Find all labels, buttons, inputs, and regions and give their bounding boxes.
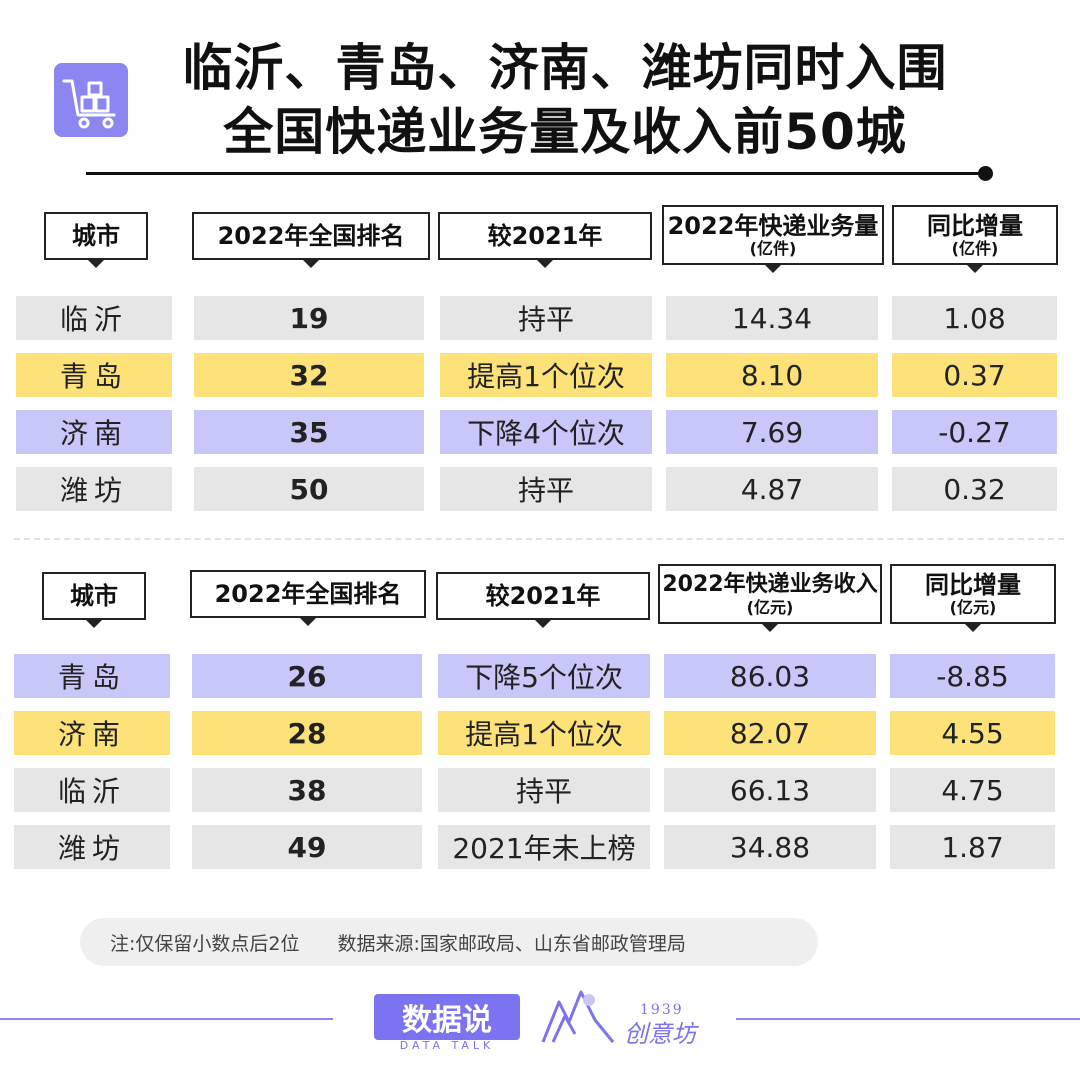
brand-name-chuangyifang: 创意坊 <box>624 1020 696 1048</box>
rank-cell: 35 <box>194 410 424 454</box>
delta-cell: -8.85 <box>890 654 1055 698</box>
rank-cell: 19 <box>194 296 424 340</box>
brand-subtitle: DATA TALK <box>399 1039 495 1052</box>
rank-cell: 50 <box>194 467 424 511</box>
logo-badge <box>54 63 128 137</box>
cart-icon <box>62 79 116 129</box>
down-arrow-icon <box>88 260 104 268</box>
brand-year: 1939 <box>640 1002 684 1018</box>
delta-cell: 1.87 <box>890 825 1055 869</box>
header-label: 2022年快递业务量 <box>667 212 879 240</box>
revenue-cell: 86.03 <box>664 654 876 698</box>
header-unit: (亿元) <box>949 598 997 617</box>
title-underline <box>86 172 986 175</box>
change-cell: 提高1个位次 <box>438 711 650 755</box>
delta-cell: 0.32 <box>892 467 1057 511</box>
rank-cell: 26 <box>192 654 422 698</box>
change-cell: 提高1个位次 <box>440 353 652 397</box>
down-arrow-icon <box>765 265 781 273</box>
footnote-bar: 注:仅保留小数点后2位 数据来源:国家邮政局、山东省邮政管理局 <box>80 918 818 966</box>
header-label: 城市 <box>72 222 120 250</box>
header-label: 较2021年 <box>485 582 601 610</box>
revenue-cell: 66.13 <box>664 768 876 812</box>
table2-header-rank: 2022年全国排名 <box>190 570 426 626</box>
down-arrow-icon <box>762 624 778 632</box>
change-cell: 下降5个位次 <box>438 654 650 698</box>
rank-cell: 28 <box>192 711 422 755</box>
source-text: 数据来源:国家邮政局、山东省邮政管理局 <box>337 932 686 955</box>
table2-header-change: 较2021年 <box>436 572 650 628</box>
revenue-cell: 34.88 <box>664 825 876 869</box>
delta-cell: 1.08 <box>892 296 1057 340</box>
rank-cell: 38 <box>192 768 422 812</box>
volume-cell: 14.34 <box>666 296 878 340</box>
down-arrow-icon <box>537 260 553 268</box>
revenue-cell: 82.07 <box>664 711 876 755</box>
table1-header-delta: 同比增量 (亿件) <box>892 205 1058 273</box>
footer-line-left <box>0 1018 333 1020</box>
city-cell: 青岛 <box>16 353 172 397</box>
header-label: 同比增量 <box>925 571 1021 599</box>
title-line-1: 临沂、青岛、济南、潍坊同时入围 <box>182 39 948 97</box>
rank-cell: 32 <box>194 353 424 397</box>
table2-header-delta: 同比增量 (亿元) <box>890 564 1056 632</box>
table2-header-revenue: 2022年快递业务收入 (亿元) <box>658 564 882 632</box>
table1-header-volume: 2022年快递业务量 (亿件) <box>662 205 884 273</box>
down-arrow-icon <box>967 265 983 273</box>
down-arrow-icon <box>300 618 316 626</box>
delta-cell: -0.27 <box>892 410 1057 454</box>
change-cell: 下降4个位次 <box>440 410 652 454</box>
footer-line-right <box>736 1018 1080 1020</box>
header-label: 2022年快递业务收入 <box>662 572 878 597</box>
header-label: 同比增量 <box>927 212 1023 240</box>
header-unit: (亿元) <box>746 598 794 617</box>
city-cell: 青岛 <box>14 654 170 698</box>
volume-cell: 8.10 <box>666 353 878 397</box>
header-label: 2022年全国排名 <box>214 580 402 608</box>
volume-cell: 7.69 <box>666 410 878 454</box>
rank-cell: 49 <box>192 825 422 869</box>
city-cell: 临沂 <box>16 296 172 340</box>
city-cell: 济南 <box>14 711 170 755</box>
change-cell: 持平 <box>440 467 652 511</box>
title-line-2: 全国快递业务量及收入前50城 <box>223 103 907 161</box>
mountain-icon <box>541 990 615 1043</box>
volume-cell: 4.87 <box>666 467 878 511</box>
change-cell: 2021年未上榜 <box>438 825 650 869</box>
delta-cell: 0.37 <box>892 353 1057 397</box>
section-divider <box>14 538 1064 540</box>
table1-header-change: 较2021年 <box>438 212 652 268</box>
table1-header-city: 城市 <box>44 212 148 268</box>
table2-header-city: 城市 <box>42 572 146 628</box>
down-arrow-icon <box>303 260 319 268</box>
change-cell: 持平 <box>438 768 650 812</box>
title-underline-dot <box>978 166 993 181</box>
header-unit: (亿件) <box>951 239 999 258</box>
delta-cell: 4.55 <box>890 711 1055 755</box>
header-unit: (亿件) <box>749 239 797 258</box>
change-cell: 持平 <box>440 296 652 340</box>
footnote-text: 注:仅保留小数点后2位 <box>110 932 300 955</box>
city-cell: 临沂 <box>14 768 170 812</box>
header-label: 较2021年 <box>487 222 603 250</box>
header-label: 2022年全国排名 <box>217 222 405 250</box>
down-arrow-icon <box>965 624 981 632</box>
city-cell: 潍坊 <box>14 825 170 869</box>
city-cell: 济南 <box>16 410 172 454</box>
header-label: 城市 <box>70 582 118 610</box>
page-title: 临沂、青岛、济南、潍坊同时入围 全国快递业务量及收入前50城 <box>150 36 980 164</box>
brand-logo-datatalk: 数据说 <box>374 994 520 1040</box>
city-cell: 潍坊 <box>16 467 172 511</box>
table1-header-rank: 2022年全国排名 <box>192 212 430 268</box>
delta-cell: 4.75 <box>890 768 1055 812</box>
down-arrow-icon <box>86 620 102 628</box>
down-arrow-icon <box>535 620 551 628</box>
